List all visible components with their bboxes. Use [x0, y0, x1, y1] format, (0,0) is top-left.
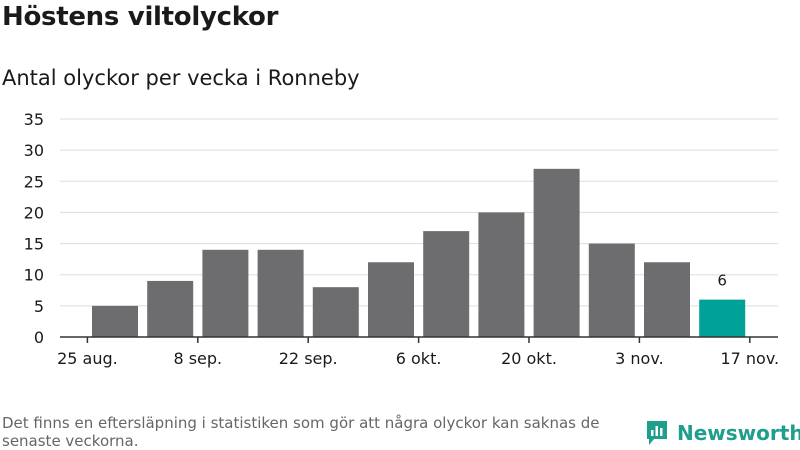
bar	[533, 168, 580, 337]
y-tick-label: 20	[24, 203, 44, 222]
bar-chart: 0 5 10 15 20 25 30 35 6 25 aug. 8 sep. 22 sep. 6 okt…	[24, 110, 780, 368]
y-tick-label: 15	[24, 235, 44, 254]
footnote: Det finns en eftersläpning i statistiken…	[2, 414, 600, 450]
y-tick-label: 25	[24, 172, 44, 191]
bar	[423, 231, 470, 337]
y-tick-label: 30	[24, 141, 44, 160]
y-tick-label: 5	[34, 297, 44, 316]
x-tick-label: 22 sep.	[279, 349, 338, 368]
data-label: 6	[717, 272, 727, 290]
bar	[644, 262, 690, 337]
chart-subtitle: Antal olyckor per vecka i Ronneby	[2, 66, 360, 90]
x-tick-label: 3 nov.	[615, 349, 664, 368]
x-tick-label: 20 okt.	[501, 349, 557, 368]
y-tick-label: 0	[34, 328, 44, 347]
y-tick-label: 10	[24, 266, 44, 285]
chart-title: Höstens viltolyckor	[2, 2, 279, 32]
bar	[92, 305, 138, 337]
bar	[202, 249, 249, 337]
bar	[368, 262, 414, 337]
bar	[478, 212, 525, 337]
bar	[588, 243, 635, 337]
brand-name: Newsworthy	[677, 421, 800, 445]
bar	[147, 280, 194, 337]
bar	[257, 249, 304, 337]
x-tick-label: 17 nov.	[720, 349, 779, 368]
bar	[699, 299, 746, 337]
x-tick-label: 6 okt.	[396, 349, 442, 368]
x-tick-label: 8 sep.	[173, 349, 222, 368]
bar-chart-logo-icon	[647, 421, 667, 445]
brand-logo: Newsworthy	[645, 420, 800, 446]
bar	[312, 287, 359, 337]
y-tick-label: 35	[24, 110, 44, 129]
x-tick-label: 25 aug.	[57, 349, 118, 368]
